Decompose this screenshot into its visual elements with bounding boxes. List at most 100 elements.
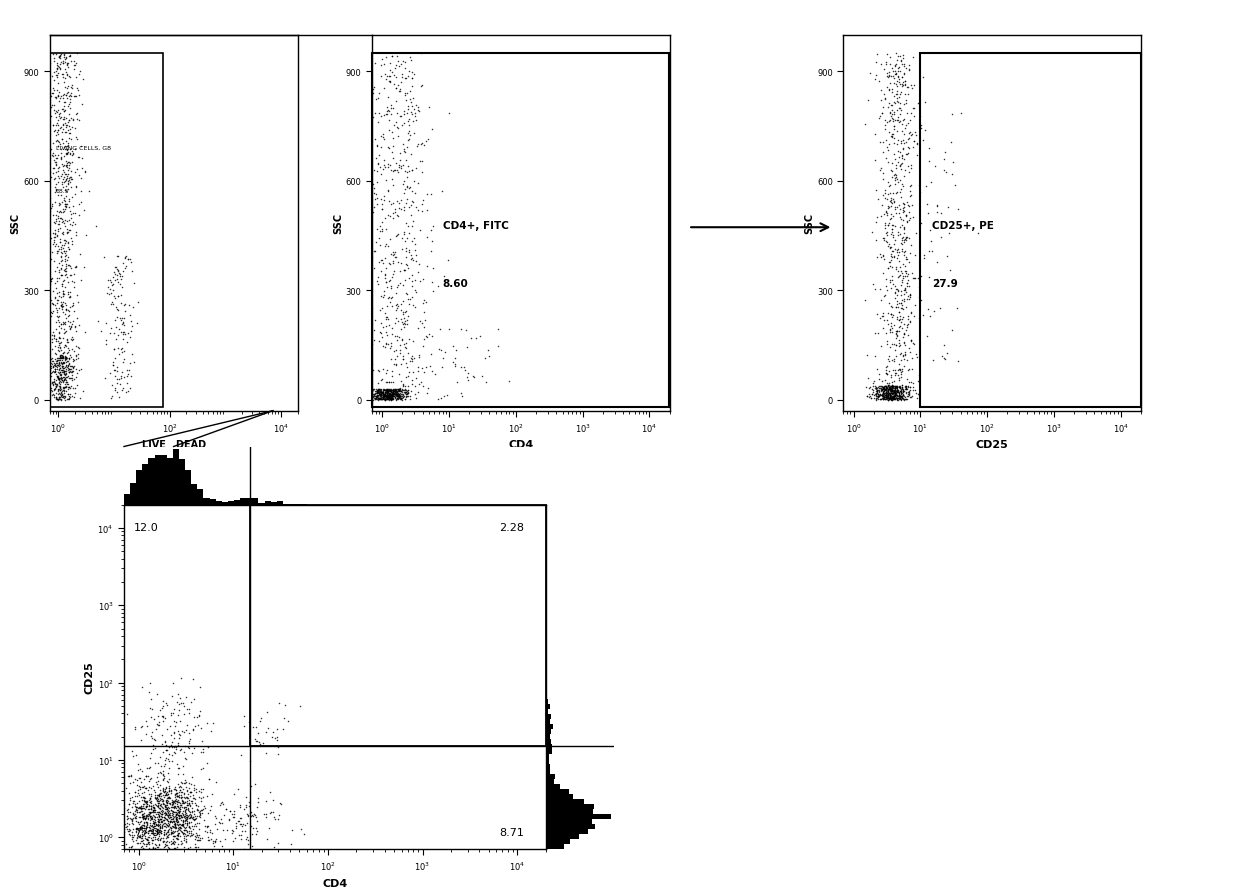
- Point: [174, 787, 193, 801]
- Point: [123, 811, 143, 825]
- Point: [119, 769, 139, 783]
- Point: [363, 390, 383, 404]
- Point: [48, 301, 68, 316]
- Point: [164, 794, 184, 808]
- Point: [893, 382, 913, 396]
- Point: [155, 805, 175, 820]
- Point: [61, 362, 81, 376]
- Point: [373, 390, 393, 404]
- Point: [148, 795, 167, 809]
- Point: [366, 392, 386, 406]
- Point: [874, 290, 894, 304]
- Point: [51, 348, 71, 362]
- Point: [892, 137, 911, 151]
- Point: [58, 225, 78, 240]
- Point: [66, 320, 86, 334]
- Point: [144, 803, 164, 817]
- Point: [892, 219, 911, 233]
- Point: [60, 96, 79, 110]
- Point: [877, 381, 897, 395]
- Point: [396, 392, 415, 407]
- Point: [366, 188, 386, 202]
- Point: [894, 137, 914, 151]
- Point: [248, 791, 268, 805]
- Point: [887, 283, 906, 297]
- Point: [51, 337, 71, 351]
- Point: [412, 165, 432, 180]
- Point: [171, 808, 191, 822]
- Point: [392, 383, 412, 397]
- Point: [179, 734, 198, 748]
- Point: [397, 181, 417, 195]
- Point: [883, 70, 903, 84]
- Point: [878, 352, 898, 367]
- Point: [373, 163, 393, 177]
- Point: [883, 128, 903, 142]
- Point: [393, 333, 413, 347]
- Point: [874, 383, 894, 397]
- Point: [887, 95, 906, 109]
- Point: [171, 790, 191, 805]
- Point: [145, 810, 165, 824]
- Point: [378, 184, 398, 198]
- Point: [873, 383, 893, 397]
- Point: [146, 722, 166, 737]
- Point: [882, 308, 901, 322]
- Point: [38, 244, 58, 258]
- Point: [56, 380, 76, 394]
- Point: [174, 825, 193, 839]
- Point: [177, 790, 197, 805]
- Point: [153, 702, 172, 716]
- Point: [45, 358, 64, 373]
- Point: [175, 751, 195, 765]
- Point: [179, 793, 198, 807]
- Point: [130, 821, 150, 835]
- Point: [41, 309, 61, 324]
- Point: [131, 810, 151, 824]
- Point: [887, 88, 906, 102]
- Point: [872, 389, 892, 403]
- Point: [875, 288, 895, 302]
- Point: [150, 814, 170, 829]
- Point: [898, 380, 918, 394]
- Point: [370, 256, 389, 270]
- Point: [899, 63, 919, 77]
- Point: [156, 696, 176, 711]
- Point: [164, 739, 184, 754]
- Point: [386, 62, 405, 76]
- Point: [211, 813, 231, 827]
- Point: [144, 805, 164, 819]
- Point: [61, 350, 81, 365]
- Point: [393, 317, 413, 332]
- Point: [141, 802, 161, 816]
- Point: [153, 831, 172, 845]
- Point: [268, 746, 288, 761]
- Point: [396, 93, 415, 107]
- Point: [46, 364, 66, 378]
- Point: [408, 385, 428, 400]
- Point: [894, 223, 914, 237]
- Point: [162, 809, 182, 823]
- Point: [919, 154, 939, 168]
- Point: [869, 389, 889, 403]
- Point: [879, 392, 899, 407]
- Point: [166, 789, 186, 804]
- Point: [884, 355, 904, 369]
- Point: [53, 244, 73, 258]
- Point: [126, 833, 146, 848]
- Point: [164, 805, 184, 820]
- Point: [479, 344, 498, 358]
- Point: [433, 361, 453, 375]
- Point: [166, 810, 186, 824]
- Point: [172, 816, 192, 831]
- Point: [115, 817, 135, 831]
- Point: [140, 789, 160, 804]
- Point: [879, 83, 899, 97]
- Point: [149, 830, 169, 844]
- Point: [908, 350, 928, 364]
- Point: [46, 65, 66, 80]
- Point: [887, 312, 906, 326]
- Point: [185, 840, 205, 855]
- Point: [159, 827, 179, 841]
- Point: [48, 372, 68, 386]
